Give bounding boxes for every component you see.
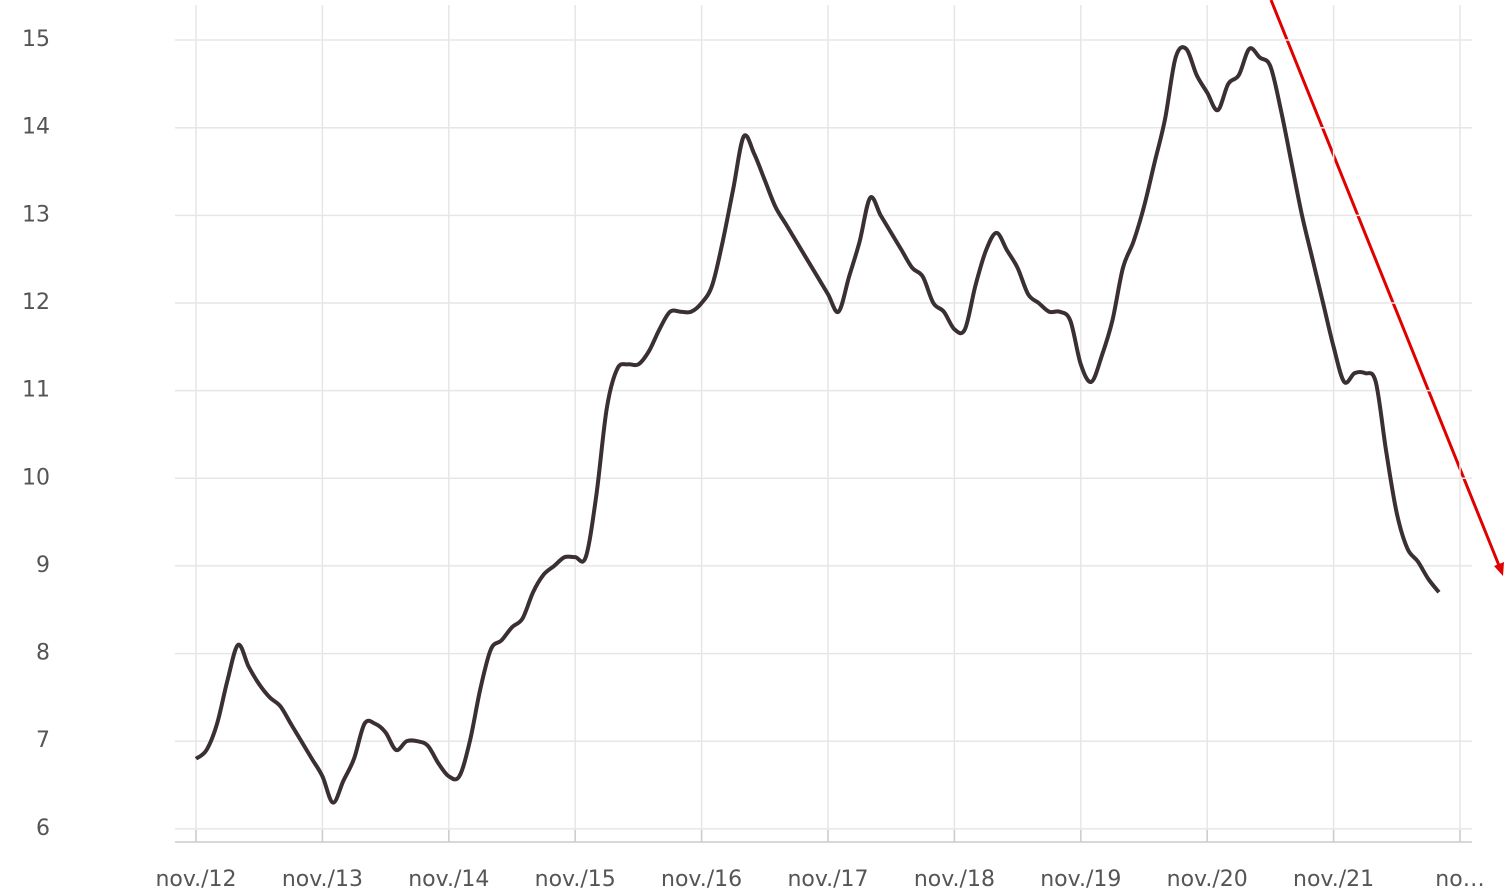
x-tick-label: nov./16 [661,867,742,892]
y-tick-label: 11 [22,378,50,403]
x-tick-label: nov./13 [282,867,363,892]
x-tick-label: nov./15 [535,867,616,892]
y-tick-label: 7 [36,728,50,753]
y-tick-label: 15 [22,27,50,52]
x-tick-label: nov./21 [1293,867,1374,892]
y-tick-label: 8 [36,641,50,666]
y-tick-label: 6 [36,816,50,841]
arrow-head [1494,562,1504,576]
x-tick-label: no… [1435,867,1484,892]
y-tick-label: 12 [22,290,50,315]
y-tick-label: 14 [22,115,50,140]
y-tick-label: 13 [22,202,50,227]
x-tick-label: nov./20 [1167,867,1248,892]
y-tick-label: 9 [36,553,50,578]
data-line [194,45,1441,805]
x-tick-label: nov./12 [155,867,236,892]
x-tick-label: nov./14 [408,867,489,892]
y-tick-label: 10 [22,465,50,490]
x-tick-label: nov./17 [787,867,868,892]
x-tick-label: nov./18 [914,867,995,892]
annotation-arrow [1269,0,1502,569]
x-tick-label: nov./19 [1040,867,1121,892]
